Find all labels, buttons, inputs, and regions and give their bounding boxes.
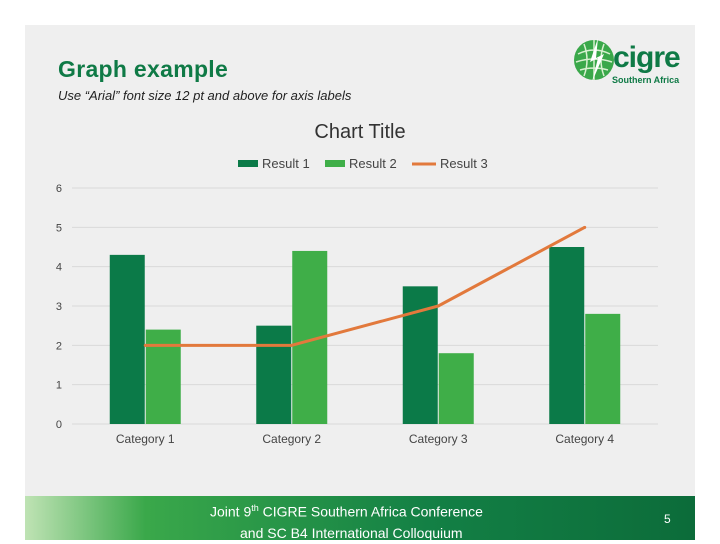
slide-subtitle: Use “Arial” font size 12 pt and above fo… — [58, 88, 352, 103]
y-tick-2: 2 — [56, 340, 62, 352]
y-tick-1: 1 — [56, 380, 62, 392]
bar-1-1 — [109, 254, 145, 424]
footer-conference-text: Joint 9th CIGRE Southern Africa Conferen… — [210, 498, 530, 544]
footer-line-1-post: CIGRE Southern Africa Conference — [258, 503, 483, 520]
footer-line-1-sup: th — [251, 503, 259, 513]
bar-2-3 — [438, 353, 474, 424]
footer-line-1-pre: Joint 9 — [210, 503, 252, 520]
legend-label-3: Result 3 — [440, 156, 488, 171]
bar-2-4 — [585, 313, 621, 424]
footer-line-1: Joint 9th CIGRE Southern Africa Conferen… — [210, 498, 530, 523]
slide-title: Graph example — [58, 56, 229, 82]
line-point-2 — [290, 343, 294, 347]
x-tick-3: Category 3 — [409, 432, 468, 446]
bar-1-4 — [549, 247, 585, 424]
chart-title: Chart Title — [314, 121, 405, 143]
line-point-1 — [143, 343, 147, 347]
footer-line-2: and SC B4 International Colloquium — [240, 524, 463, 541]
legend-swatch-2 — [325, 160, 345, 167]
y-tick-0: 0 — [56, 419, 62, 431]
bar-1-3 — [402, 286, 438, 424]
x-tick-1: Category 1 — [116, 432, 175, 446]
line-point-3 — [436, 304, 440, 308]
legend-label-1: Result 1 — [262, 156, 310, 171]
legend-swatch-1 — [238, 160, 258, 167]
bar-1-2 — [256, 325, 292, 424]
combo-chart: Chart Title Result 1 Result 2 Result 3 0 1 2 3 4… — [56, 121, 658, 446]
logo-wordmark: cigre — [613, 41, 681, 74]
logo-subtitle: Southern Africa — [612, 75, 680, 85]
x-tick-4: Category 4 — [555, 432, 614, 446]
y-tick-5: 5 — [56, 222, 62, 234]
legend-label-2: Result 2 — [349, 156, 397, 171]
x-tick-2: Category 2 — [262, 432, 321, 446]
y-tick-4: 4 — [56, 262, 62, 274]
footer-band — [25, 496, 695, 540]
page-number: 5 — [664, 512, 671, 526]
globe-leaf-icon — [574, 38, 614, 82]
line-point-4 — [583, 225, 587, 229]
line-series-3 — [145, 226, 586, 347]
bar-2-1 — [145, 329, 181, 424]
y-tick-6: 6 — [56, 183, 62, 195]
y-tick-3: 3 — [56, 301, 62, 313]
